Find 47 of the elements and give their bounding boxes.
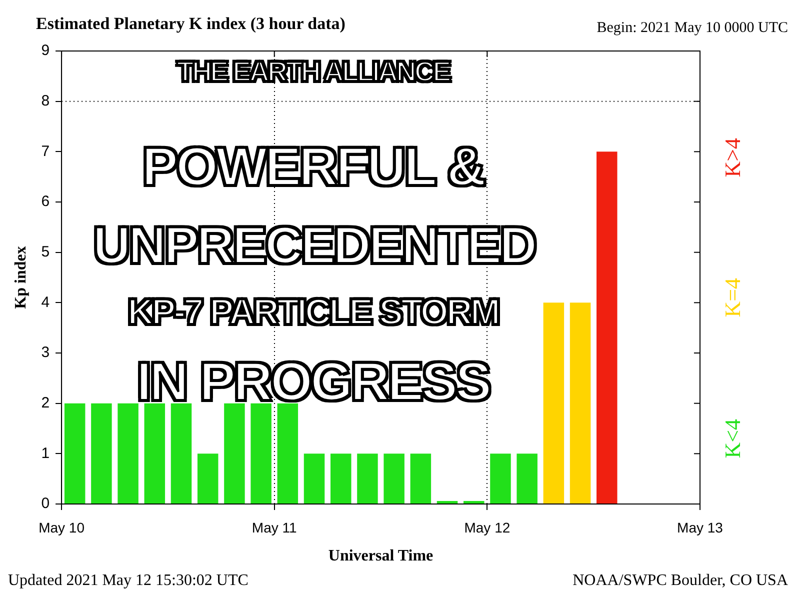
annotation: THE EARTH ALLIANCE xyxy=(174,56,453,88)
y-tick-label: 0 xyxy=(41,495,50,512)
y-tick-label: 4 xyxy=(41,294,50,311)
bar xyxy=(224,403,245,504)
bar xyxy=(330,454,352,504)
bar xyxy=(118,403,138,504)
y-tick-label: 8 xyxy=(41,92,50,110)
x-axis-title: Universal Time xyxy=(328,548,434,565)
bar xyxy=(357,454,378,504)
bar xyxy=(197,454,218,504)
y-tick-label: 6 xyxy=(41,193,50,210)
y-tick-label: 2 xyxy=(41,394,50,412)
text: K=4 xyxy=(720,278,746,318)
text: Updated 2021 May 12 15:30:02 UTC xyxy=(8,572,248,590)
annotation: POWERFUL & xyxy=(141,136,488,198)
y-tick-label: 3 xyxy=(41,344,50,362)
y-tick-label: 5 xyxy=(41,243,50,260)
annotation: UNPRECEDENTED xyxy=(93,216,536,276)
bar xyxy=(144,403,166,504)
y-axis-title: Kp index xyxy=(12,246,30,309)
bar xyxy=(91,403,112,504)
text: NOAA/SWPC Boulder, CO USA xyxy=(572,572,788,590)
bar xyxy=(277,403,298,504)
bar xyxy=(64,403,86,504)
x-tick-label: May 11 xyxy=(252,519,298,536)
chart-title: Estimated Planetary K index (3 hour data) xyxy=(36,14,346,34)
chart-subtitle: Begin: 2021 May 10 0000 UTC xyxy=(596,20,788,37)
x-tick-label: May 12 xyxy=(464,519,510,536)
bar xyxy=(410,454,432,504)
x-tick-label: May 13 xyxy=(677,519,724,536)
bar xyxy=(384,454,404,504)
y-tick-label: 1 xyxy=(41,444,50,462)
bar xyxy=(570,302,591,504)
text: K>4 xyxy=(720,138,746,178)
bar xyxy=(596,152,618,504)
text: K<4 xyxy=(720,418,746,458)
x-tick-label: May 10 xyxy=(38,519,85,536)
y-tick-label: 9 xyxy=(41,42,50,60)
bar xyxy=(516,454,538,504)
bar xyxy=(170,403,192,504)
annotation: IN PROGRESS xyxy=(135,351,492,413)
bar xyxy=(490,454,511,504)
bar xyxy=(543,302,564,504)
y-tick-label: 7 xyxy=(41,142,50,160)
bar xyxy=(304,454,325,504)
bar xyxy=(250,403,272,504)
annotation: KP-7 PARTICLE STORM xyxy=(126,291,501,333)
